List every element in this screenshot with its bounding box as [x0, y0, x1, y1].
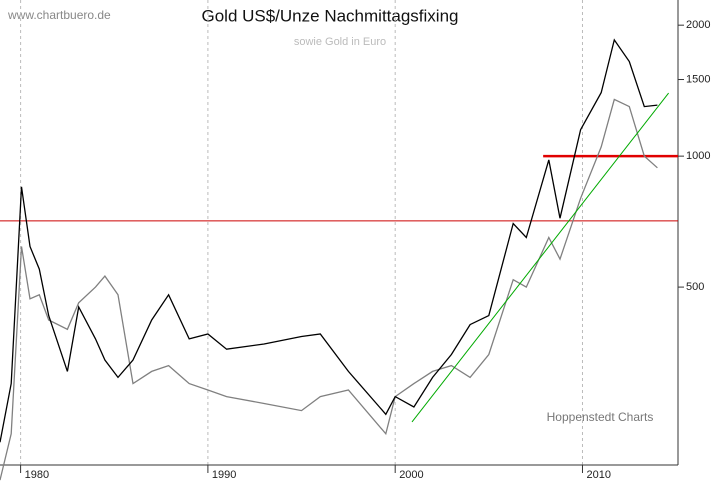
x-tick-label: 1980: [25, 469, 49, 481]
x-tick-label: 2010: [586, 469, 610, 481]
x-tick-label: 2000: [399, 469, 423, 481]
y-tick-label: 2000: [686, 19, 710, 31]
y-tick-label: 1000: [686, 150, 710, 162]
chart-title: Gold US$/Unze Nachmittagsfixing: [201, 6, 458, 25]
y-tick-label: 500: [686, 281, 704, 293]
x-tick-label: 1990: [212, 469, 236, 481]
series-line: [0, 98, 658, 481]
source: Hoppenstedt Charts: [547, 410, 654, 424]
y-tick-label: 1500: [686, 73, 710, 85]
trend-line: [411, 92, 669, 423]
watermark: www.chartbuero.de: [7, 8, 111, 22]
chart-subtitle: sowie Gold in Euro: [294, 36, 386, 48]
series-line: [0, 38, 658, 443]
